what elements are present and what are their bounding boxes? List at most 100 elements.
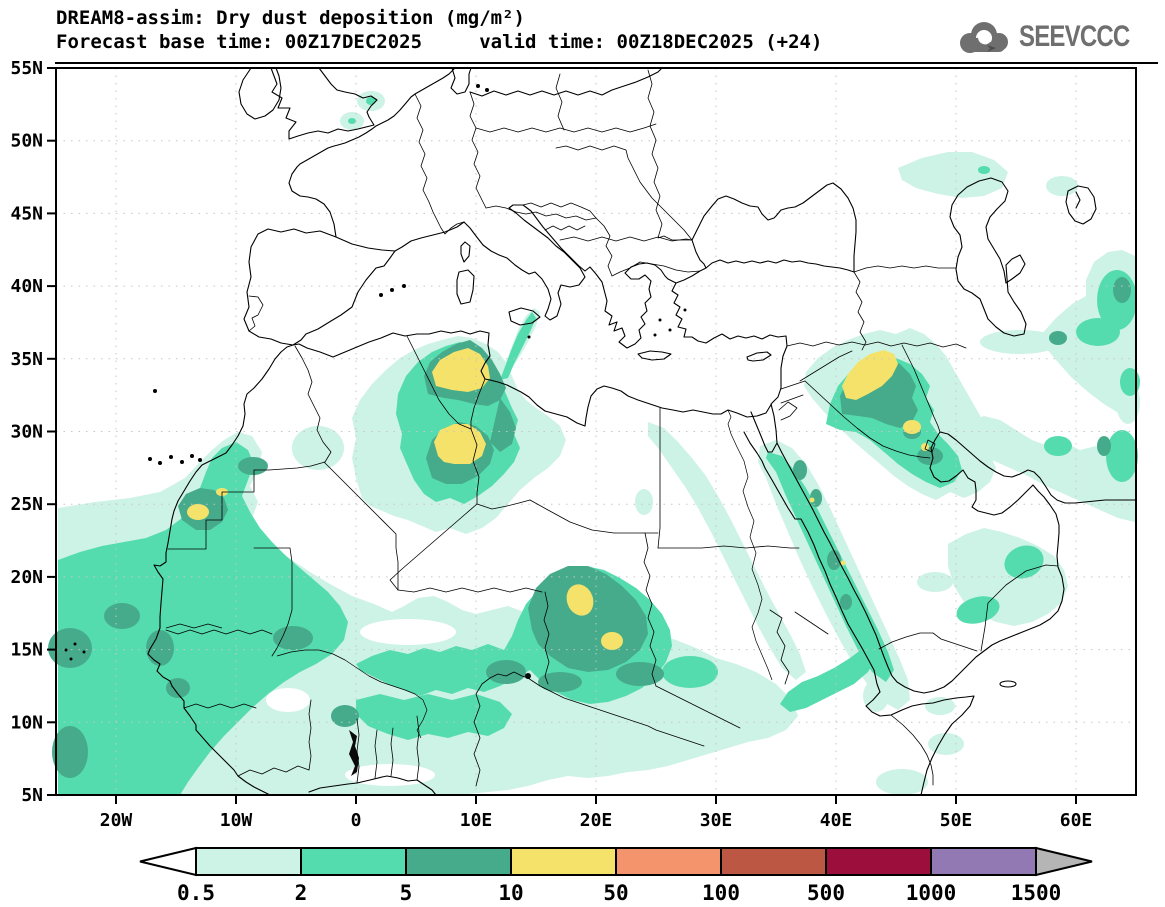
dust-region [58, 442, 348, 795]
dust-region [331, 705, 359, 727]
logo-text: SEEVCCC [1018, 20, 1130, 53]
dust-region [348, 118, 356, 124]
coastline [308, 775, 437, 796]
country-border [356, 718, 360, 784]
country-border [980, 564, 1059, 652]
colorbar: 0.5 2 5 10 50 100 500 1000 1500 [139, 846, 1093, 905]
country-border [778, 401, 798, 421]
dust-region [601, 632, 623, 650]
senegal-river [165, 623, 223, 629]
dust-region [840, 594, 852, 610]
country-border [522, 202, 597, 219]
colorbar-above-arrow [1035, 846, 1093, 877]
colorbar-cell [300, 847, 407, 876]
dust-region [952, 416, 1135, 522]
dust-region [1044, 436, 1072, 456]
coastline [270, 67, 378, 140]
dust-region [538, 672, 582, 692]
coastline [767, 403, 778, 453]
dust-region [1004, 545, 1044, 579]
coastline [743, 431, 975, 796]
coastline [463, 204, 586, 321]
country-border [555, 73, 565, 131]
country-border [470, 378, 486, 430]
colorbar-cell [615, 847, 722, 876]
coastline [1065, 185, 1097, 225]
dust-region [146, 630, 174, 666]
country-border [853, 265, 957, 273]
lon-label: 30E [700, 810, 733, 831]
colorbar-cell [195, 847, 302, 876]
country-border [389, 503, 478, 591]
small-islands [64, 84, 687, 661]
coastline [456, 269, 475, 305]
coastline [243, 228, 396, 346]
dust-region [566, 584, 594, 616]
colorbar-level-label: 0.5 [177, 881, 215, 905]
lon-label: 50E [940, 810, 973, 831]
graticule [56, 68, 1136, 795]
dust-region [635, 489, 653, 515]
country-border [416, 715, 420, 781]
country-border [527, 677, 705, 747]
dust-region [490, 398, 516, 452]
country-border [485, 205, 597, 221]
country-border [804, 380, 931, 459]
country-border [799, 350, 853, 382]
coastline [508, 307, 541, 326]
colorbar-cell [825, 847, 932, 876]
country-border [657, 545, 800, 549]
dust-region [809, 497, 815, 503]
coastline [147, 330, 788, 796]
coastline [394, 221, 465, 252]
dust-region [104, 603, 140, 629]
country-border [414, 93, 465, 235]
colorbar-level-label: 500 [807, 881, 845, 905]
seevccc-logo: SEEVCCC [953, 16, 1157, 58]
coastline [238, 67, 282, 120]
dust-region [810, 489, 822, 507]
colorbar-level-label: 10 [498, 881, 523, 905]
coastline [522, 204, 677, 349]
dust-region [827, 550, 841, 570]
country-border [470, 428, 531, 510]
country-border [559, 236, 693, 242]
country-border [544, 225, 586, 231]
country-border [473, 671, 529, 787]
dust-region [980, 330, 1060, 354]
lat-label: 25N [10, 494, 43, 515]
dust-region [273, 626, 313, 650]
dust-region [917, 447, 943, 465]
dust-region [793, 460, 807, 480]
dust-region [928, 733, 964, 755]
lake-volta [349, 730, 359, 776]
coastline [691, 239, 707, 269]
country-border [595, 217, 641, 277]
country-border [253, 547, 293, 657]
dust-region [500, 312, 536, 380]
coastline [1075, 191, 1081, 209]
country-border [890, 714, 934, 786]
dust-region [903, 420, 921, 434]
coastline [469, 67, 663, 97]
dust-gap [360, 619, 456, 645]
dust-region [1106, 430, 1138, 482]
dust-region [1076, 318, 1120, 346]
lon-label: 10E [460, 810, 493, 831]
dust-region [356, 694, 512, 740]
country-border [167, 469, 255, 550]
country-border [165, 629, 273, 635]
dust-region [238, 457, 268, 475]
coastline [637, 350, 672, 361]
dust-region [956, 596, 1000, 624]
dust-region [292, 426, 344, 470]
dust-region [648, 422, 806, 680]
country-border [786, 341, 967, 349]
lat-label: 35N [10, 349, 43, 370]
lon-label: 20E [580, 810, 613, 831]
country-border [543, 591, 550, 685]
country-border [248, 295, 264, 332]
country-border [643, 532, 657, 687]
country-border [657, 407, 661, 549]
coastline [939, 431, 1136, 504]
